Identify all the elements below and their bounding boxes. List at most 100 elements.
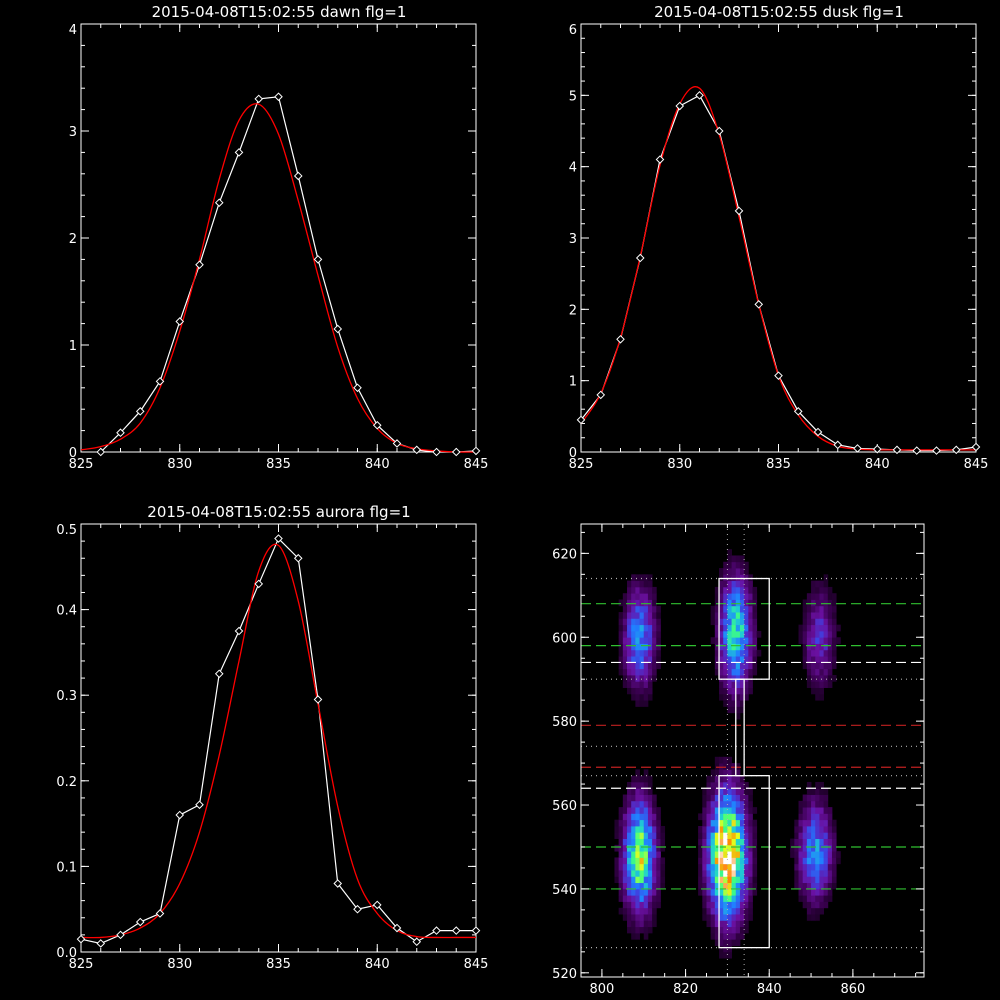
heatmap-cell — [714, 624, 720, 632]
heatmap-cell — [806, 675, 812, 682]
data-line — [580, 94, 977, 452]
heatmap-cell — [719, 807, 724, 814]
heatmap-cell — [723, 612, 728, 619]
heatmap-cell — [635, 612, 640, 619]
heatmap-cell — [831, 643, 837, 651]
heatmap-cell — [744, 593, 749, 600]
heatmap-cell — [823, 580, 829, 588]
heatmap-cell — [727, 624, 732, 632]
heatmap-cell — [731, 901, 737, 909]
heatmap-cell — [647, 574, 653, 582]
heatmap-cell — [806, 630, 812, 638]
heatmap-cell — [811, 630, 816, 638]
heatmap-cell — [819, 838, 825, 846]
data-point — [353, 904, 362, 914]
heatmap-cell — [714, 586, 720, 594]
heatmap-cell — [752, 637, 758, 644]
heatmap-cell — [752, 844, 758, 852]
heatmap-cell — [806, 637, 812, 644]
heatmap-cell — [815, 794, 820, 802]
heatmap-cell — [698, 844, 703, 852]
heatmap-cell — [819, 624, 825, 632]
heatmap-cell — [702, 863, 707, 871]
heatmap-cell — [627, 914, 632, 921]
heatmap-cell — [710, 819, 716, 827]
heatmap-cell — [702, 832, 707, 839]
heatmap-cell — [627, 895, 632, 902]
heatmap-cell — [748, 605, 753, 613]
heatmap-cell — [815, 599, 820, 607]
heatmap-cell — [622, 813, 628, 821]
heatmap-cell — [819, 863, 825, 871]
heatmap-cell — [639, 876, 645, 884]
heatmap-cell — [631, 656, 636, 663]
heatmap-cell — [719, 907, 724, 915]
heatmap-cell — [752, 618, 758, 626]
heatmap-cell — [643, 612, 649, 619]
heatmap-cell — [714, 662, 720, 670]
data-point — [274, 92, 283, 102]
heatmap-cell — [727, 939, 732, 946]
heatmap-cell — [643, 907, 649, 915]
heatmap-cell — [811, 687, 816, 695]
heatmap-cell — [719, 895, 724, 902]
heatmap-cell — [631, 574, 636, 582]
heatmap-cell — [639, 656, 645, 663]
heatmap-cell — [702, 882, 707, 890]
heatmap-cell — [823, 662, 829, 670]
heatmap-cell — [823, 668, 829, 676]
heatmap-cell — [647, 599, 653, 607]
heatmap-cell — [635, 870, 640, 877]
heatmap-cell — [723, 643, 728, 651]
heatmap-cell — [635, 662, 640, 670]
heatmap-cell — [831, 876, 837, 884]
heatmap-cell — [823, 838, 829, 846]
heatmap-cell — [739, 800, 745, 808]
heatmap-cell — [614, 857, 620, 865]
heatmap-cell — [618, 851, 624, 858]
heatmap-cell — [744, 612, 749, 619]
heatmap-cell — [643, 788, 649, 795]
heatmap-cell — [639, 800, 645, 808]
heatmap-cell — [660, 882, 666, 890]
heatmap-cell — [811, 870, 816, 877]
heatmap-cell — [622, 618, 628, 626]
x-tick-label: 830 — [667, 457, 692, 472]
heatmap-cell — [723, 807, 728, 814]
heatmap-cell — [731, 775, 737, 783]
heatmap-cell — [739, 863, 745, 871]
heatmap-cell — [811, 681, 816, 688]
heatmap-cell — [639, 618, 645, 626]
heatmap-cell — [631, 612, 636, 619]
heatmap-cell — [752, 838, 758, 846]
heatmap-cell — [652, 857, 657, 865]
heatmap-cell — [748, 870, 753, 877]
heatmap-cell — [622, 851, 628, 858]
heatmap-cell — [735, 574, 741, 582]
heatmap-cell — [723, 813, 728, 821]
heatmap-cell — [815, 624, 820, 632]
heatmap-cell — [727, 656, 732, 663]
heatmap-cell — [831, 851, 837, 858]
heatmap-cell — [647, 668, 653, 676]
heatmap-cell — [723, 668, 728, 676]
heatmap-cell — [710, 914, 716, 921]
x-tick-label: 825 — [69, 457, 94, 472]
heatmap-cell — [714, 914, 720, 921]
data-point — [333, 879, 343, 888]
heatmap-cell — [739, 907, 745, 915]
heatmap-cell — [806, 838, 812, 846]
heatmap-cell — [794, 882, 799, 890]
heatmap-cell — [744, 605, 749, 613]
heatmap-cell — [731, 800, 737, 808]
heatmap-cell — [719, 630, 724, 638]
heatmap-cell — [702, 807, 707, 814]
data-point — [96, 939, 106, 948]
heatmap-cell — [748, 876, 753, 884]
heatmap-cell — [748, 675, 753, 682]
heatmap-cell — [723, 800, 728, 808]
heatmap-cell — [735, 932, 741, 940]
heatmap-cell — [639, 794, 645, 802]
heatmap-cell — [823, 612, 829, 619]
heatmap-cell — [739, 637, 745, 644]
